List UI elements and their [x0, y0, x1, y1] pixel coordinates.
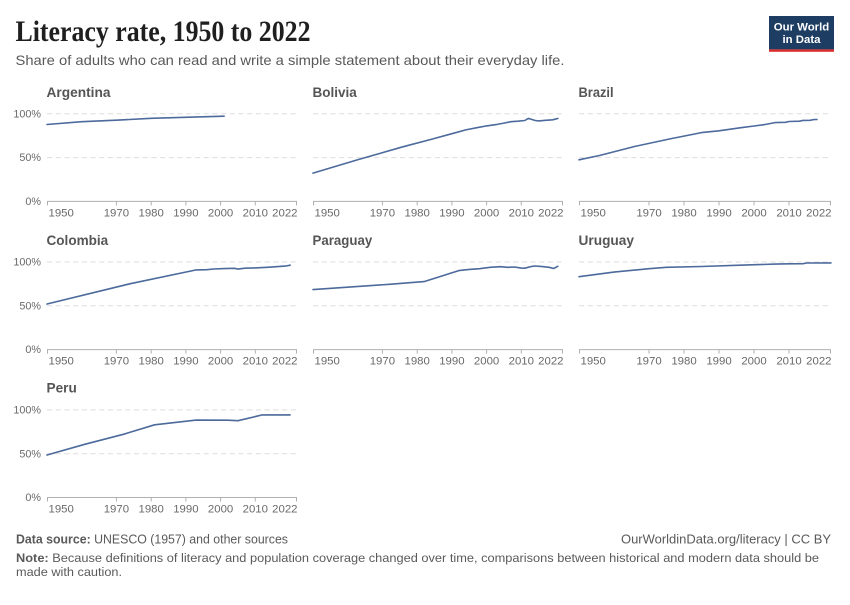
svg-text:1950: 1950 — [581, 207, 606, 219]
svg-text:Our World: Our World — [774, 21, 830, 33]
svg-text:Uruguay: Uruguay — [579, 233, 635, 248]
svg-text:1950: 1950 — [49, 504, 74, 516]
svg-text:100%: 100% — [13, 108, 41, 120]
svg-text:1980: 1980 — [671, 207, 696, 219]
svg-text:Share of adults who can read a: Share of adults who can read and write a… — [16, 52, 565, 68]
svg-text:1970: 1970 — [104, 504, 129, 516]
svg-text:2000: 2000 — [474, 356, 499, 368]
svg-text:1980: 1980 — [139, 356, 164, 368]
svg-text:2000: 2000 — [208, 504, 233, 516]
svg-text:50%: 50% — [19, 448, 41, 460]
svg-text:1980: 1980 — [405, 356, 430, 368]
svg-text:1990: 1990 — [173, 356, 198, 368]
svg-text:2022: 2022 — [272, 207, 297, 219]
svg-text:2000: 2000 — [474, 207, 499, 219]
svg-text:1970: 1970 — [104, 356, 129, 368]
svg-text:Bolivia: Bolivia — [313, 85, 358, 100]
svg-text:1990: 1990 — [439, 356, 464, 368]
svg-text:Note: Because definitions of l: Note: Because definitions of literacy an… — [16, 551, 819, 565]
svg-text:100%: 100% — [13, 257, 41, 269]
svg-text:2010: 2010 — [776, 207, 801, 219]
svg-text:2022: 2022 — [806, 356, 831, 368]
svg-text:0%: 0% — [25, 492, 41, 504]
svg-text:2022: 2022 — [806, 207, 831, 219]
svg-text:Peru: Peru — [47, 381, 77, 396]
svg-text:Colombia: Colombia — [47, 233, 109, 248]
svg-text:1990: 1990 — [173, 504, 198, 516]
svg-text:1990: 1990 — [706, 356, 731, 368]
svg-text:1950: 1950 — [49, 207, 74, 219]
svg-text:100%: 100% — [13, 405, 41, 417]
svg-text:1980: 1980 — [139, 504, 164, 516]
svg-text:2010: 2010 — [243, 504, 268, 516]
svg-text:1980: 1980 — [671, 356, 696, 368]
svg-text:1970: 1970 — [104, 207, 129, 219]
svg-text:0%: 0% — [25, 344, 41, 356]
svg-text:Paraguay: Paraguay — [313, 233, 373, 248]
svg-text:2010: 2010 — [776, 356, 801, 368]
svg-text:OurWorldinData.org/literacy |: OurWorldinData.org/literacy | CC BY — [621, 531, 831, 546]
svg-text:1980: 1980 — [405, 207, 430, 219]
svg-text:1970: 1970 — [636, 356, 661, 368]
svg-text:Literacy rate, 1950 to 2022: Literacy rate, 1950 to 2022 — [16, 16, 311, 48]
svg-text:50%: 50% — [19, 300, 41, 312]
svg-text:1970: 1970 — [370, 207, 395, 219]
svg-text:made with caution.: made with caution. — [16, 565, 122, 579]
svg-text:2022: 2022 — [538, 207, 563, 219]
svg-text:2000: 2000 — [741, 356, 766, 368]
svg-text:Brazil: Brazil — [579, 85, 614, 100]
svg-text:1950: 1950 — [49, 356, 74, 368]
svg-text:1990: 1990 — [173, 207, 198, 219]
svg-text:1950: 1950 — [581, 356, 606, 368]
svg-text:2000: 2000 — [208, 207, 233, 219]
svg-text:1990: 1990 — [706, 207, 731, 219]
svg-text:in Data: in Data — [783, 34, 822, 46]
svg-text:2010: 2010 — [509, 356, 534, 368]
svg-text:2000: 2000 — [208, 356, 233, 368]
svg-text:50%: 50% — [19, 152, 41, 164]
svg-text:2000: 2000 — [741, 207, 766, 219]
svg-text:1990: 1990 — [439, 207, 464, 219]
svg-text:2022: 2022 — [272, 504, 297, 516]
svg-text:2010: 2010 — [509, 207, 534, 219]
svg-text:0%: 0% — [25, 196, 41, 208]
svg-text:1970: 1970 — [636, 207, 661, 219]
svg-text:1970: 1970 — [370, 356, 395, 368]
svg-text:2022: 2022 — [272, 356, 297, 368]
svg-text:1950: 1950 — [315, 356, 340, 368]
svg-text:Argentina: Argentina — [47, 85, 111, 100]
svg-text:2022: 2022 — [538, 356, 563, 368]
svg-text:Data source: UNESCO (1957) and: Data source: UNESCO (1957) and other sou… — [16, 531, 288, 546]
svg-text:1950: 1950 — [315, 207, 340, 219]
svg-text:1980: 1980 — [139, 207, 164, 219]
svg-text:2010: 2010 — [243, 356, 268, 368]
svg-text:2010: 2010 — [243, 207, 268, 219]
